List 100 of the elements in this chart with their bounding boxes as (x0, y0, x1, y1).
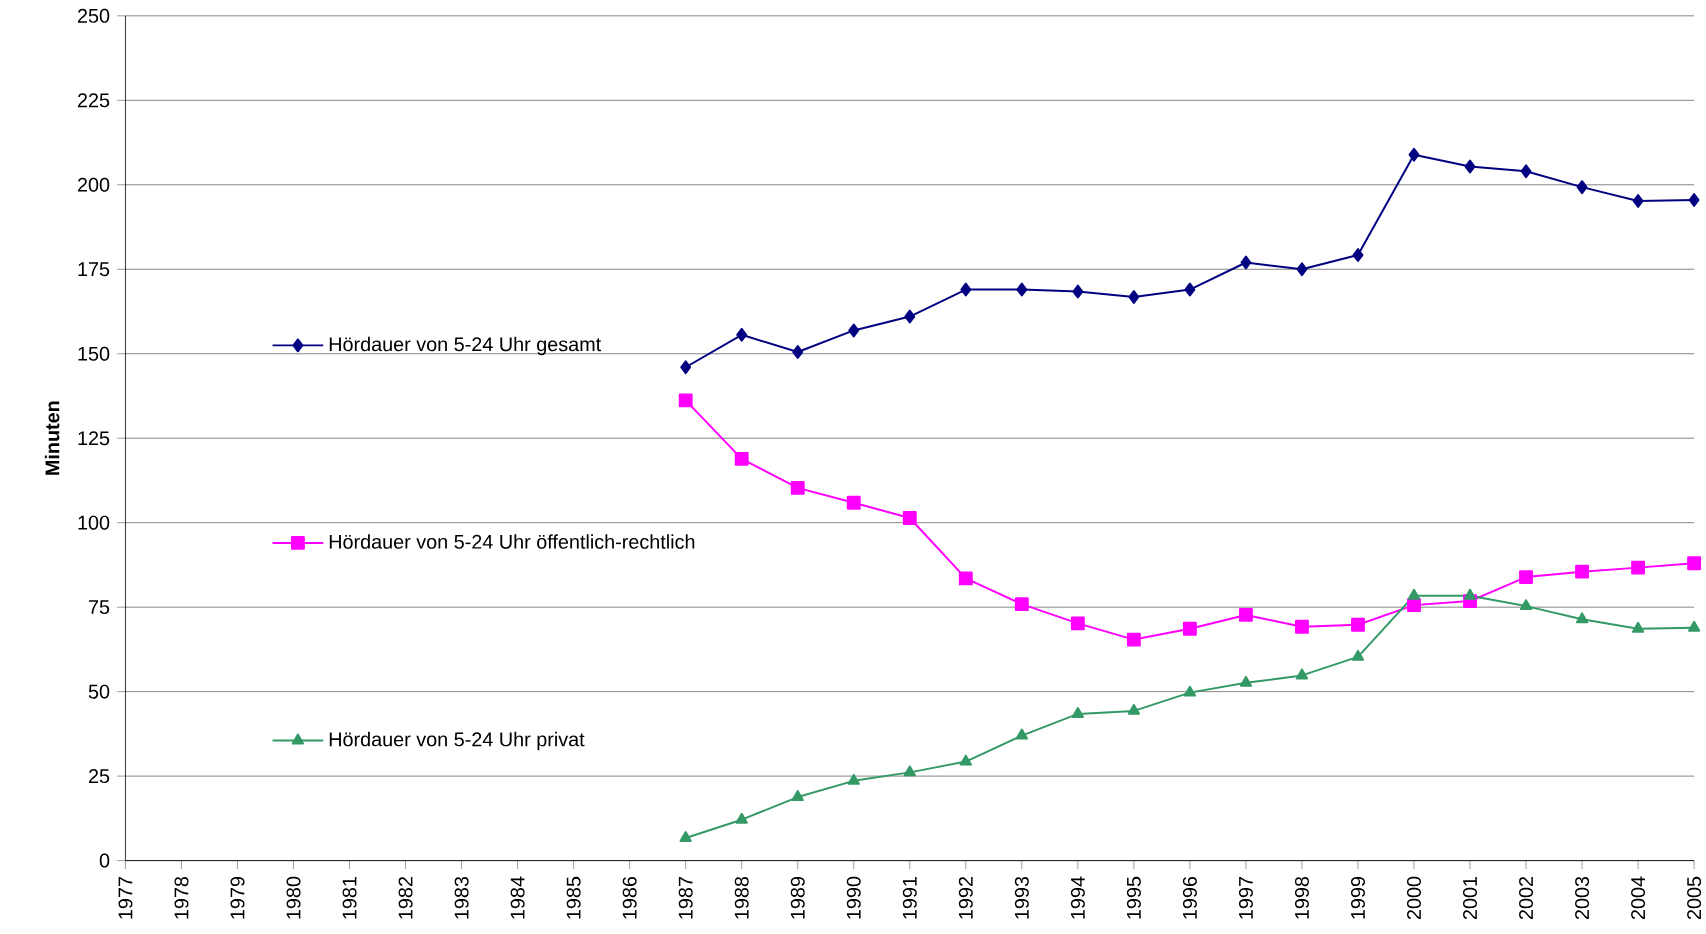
point (960, 282, 972, 297)
x-tick-label: 1980 (286, 876, 301, 919)
x-tick-label: 1996 (1182, 876, 1197, 919)
point (1239, 675, 1253, 687)
y-tick-label: 175 (78, 262, 110, 277)
point (1296, 262, 1308, 277)
point (1520, 164, 1532, 179)
y-tick-label: 50 (88, 684, 110, 699)
legend-label: Hördauer von 5-24 Uhr privat (329, 731, 585, 751)
x-tick-label: 2003 (1575, 876, 1590, 920)
point (1632, 194, 1644, 208)
y-tick-label: 225 (77, 93, 110, 108)
point (1464, 159, 1476, 174)
point (1016, 282, 1028, 297)
x-tick-label: 2005 (1687, 876, 1702, 920)
point (1072, 284, 1084, 299)
point (735, 812, 748, 824)
point (1407, 598, 1421, 613)
x-tick-label: 1978 (174, 876, 189, 919)
point (680, 360, 692, 375)
x-tick-label: 2000 (1406, 876, 1421, 920)
x-tick-label: 1989 (790, 877, 805, 919)
y-tick-label: 0 (99, 853, 110, 868)
point (1687, 620, 1701, 632)
x-tick-label: 1981 (342, 877, 357, 919)
x-tick-label: 1998 (1294, 876, 1309, 919)
point (1688, 193, 1700, 207)
x-tick-label: 1999 (1350, 877, 1365, 919)
x-tick-label: 1993 (1014, 876, 1029, 919)
point (1015, 728, 1028, 740)
x-tick-label: 1977 (118, 877, 133, 919)
x-tick-label: 1985 (566, 876, 581, 919)
x-tick-label: 1983 (454, 876, 469, 919)
point (1519, 570, 1533, 585)
y-tick-label: 125 (78, 431, 110, 446)
point (1407, 588, 1421, 600)
point (1631, 621, 1645, 633)
x-tick-label: 1982 (398, 877, 413, 919)
x-tick-label: 1987 (678, 877, 693, 919)
point (734, 451, 749, 466)
point (1687, 556, 1702, 571)
point (1127, 704, 1141, 715)
point (904, 309, 916, 324)
point (791, 790, 804, 802)
x-tick-label: 1992 (958, 877, 973, 919)
point (1351, 617, 1365, 632)
point (1351, 649, 1365, 661)
point (1575, 612, 1589, 624)
x-tick-label: 1995 (1126, 876, 1141, 919)
point (679, 831, 692, 842)
point (1352, 248, 1364, 263)
point (736, 327, 748, 342)
point (1184, 282, 1196, 297)
x-tick-label: 1990 (846, 876, 861, 919)
point (1183, 685, 1197, 697)
point (959, 754, 972, 766)
y-tick-label: 100 (78, 515, 110, 530)
point (902, 511, 917, 525)
point (792, 345, 804, 360)
point (1071, 707, 1084, 718)
point (848, 323, 860, 338)
x-tick-label: 1997 (1238, 877, 1253, 919)
point (1182, 621, 1197, 636)
x-tick-label: 2002 (1519, 877, 1534, 920)
x-tick-label: 1984 (510, 876, 525, 919)
point (1070, 616, 1085, 631)
y-tick-label: 75 (89, 600, 110, 615)
point (903, 765, 916, 777)
point (1126, 632, 1141, 647)
point (1295, 668, 1309, 680)
point (1128, 290, 1140, 304)
point (1408, 147, 1420, 162)
y-tick-label: 200 (77, 177, 110, 192)
point (846, 495, 861, 510)
point (1239, 608, 1253, 622)
x-tick-label: 1979 (230, 877, 245, 919)
point (1295, 619, 1309, 634)
y-axis-title: Minuten (44, 401, 60, 475)
y-tick-label: 250 (77, 8, 110, 23)
point (1463, 588, 1477, 600)
point (1240, 255, 1252, 270)
point (1014, 597, 1029, 612)
x-tick-label: 1988 (734, 876, 749, 919)
x-tick-label: 1991 (902, 877, 917, 919)
legend-label: Hördauer von 5-24 Uhr öffentlich-rechtlich (329, 534, 695, 549)
y-tick-label: 25 (88, 769, 110, 784)
x-tick-label: 1986 (622, 876, 637, 919)
point (1576, 180, 1588, 195)
point (1519, 599, 1533, 611)
point (1631, 560, 1646, 575)
x-tick-label: 1994 (1070, 876, 1085, 919)
x-tick-label: 2001 (1463, 877, 1478, 920)
point (847, 773, 860, 785)
y-tick-label: 150 (78, 346, 110, 361)
legend-label: Hördauer von 5-24 Uhr gesamt (329, 336, 602, 356)
point (958, 571, 973, 586)
point (678, 393, 693, 408)
x-tick-label: 2004 (1631, 876, 1646, 920)
point (1575, 564, 1589, 579)
point (790, 481, 805, 495)
